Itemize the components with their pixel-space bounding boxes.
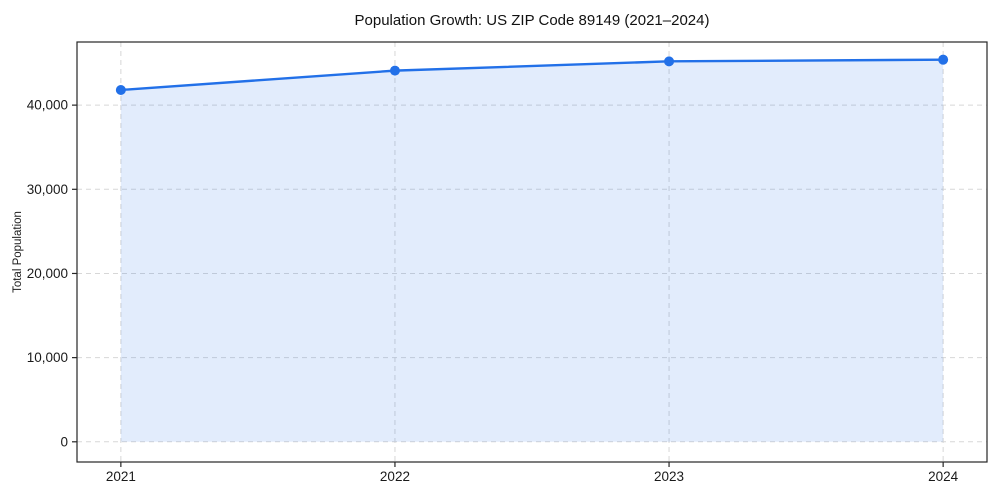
x-tick-label: 2024 bbox=[928, 469, 959, 484]
y-tick-label: 0 bbox=[60, 434, 68, 449]
data-point-marker bbox=[389, 65, 400, 76]
series-area-fill bbox=[120, 59, 944, 442]
y-tick-label: 30,000 bbox=[27, 182, 68, 197]
data-point-marker bbox=[938, 54, 949, 65]
x-tick-label: 2022 bbox=[380, 469, 410, 484]
chart-title: Population Growth: US ZIP Code 89149 (20… bbox=[354, 12, 710, 29]
x-tick-label: 2023 bbox=[654, 469, 684, 484]
x-tick-label: 2021 bbox=[106, 469, 136, 484]
data-point-marker bbox=[664, 56, 675, 67]
y-tick-label: 10,000 bbox=[27, 350, 68, 365]
plot-border bbox=[76, 41, 988, 463]
data-point-marker bbox=[115, 84, 126, 95]
series-line bbox=[119, 58, 945, 92]
y-tick-label: 20,000 bbox=[27, 266, 68, 281]
y-tick-label: 40,000 bbox=[27, 98, 68, 113]
